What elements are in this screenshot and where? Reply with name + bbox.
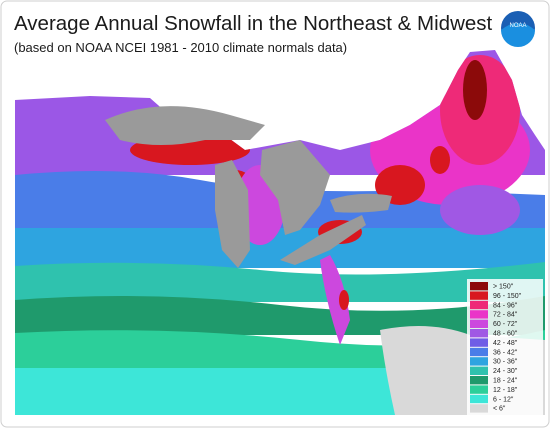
lake-michigan (215, 160, 250, 268)
legend-swatch (470, 291, 488, 300)
lake-superior (105, 106, 265, 145)
legend-swatch (470, 357, 488, 366)
legend-label: 72 - 84" (493, 312, 518, 319)
legend-swatch (470, 319, 488, 328)
legend-swatch (470, 347, 488, 357)
legend-label: 6 - 12" (493, 396, 514, 403)
legend-label: 48 - 60" (493, 331, 518, 338)
legend-swatch (470, 338, 488, 347)
lake-ontario (330, 193, 392, 213)
lake-erie (280, 215, 366, 265)
legend-swatch (470, 310, 488, 319)
legend-label: 18 - 24" (493, 378, 518, 385)
legend-label: 24 - 30" (493, 368, 518, 375)
legend-label: 84 - 96" (493, 302, 518, 309)
legend-label: 30 - 36" (493, 359, 518, 366)
lake-huron (260, 140, 330, 235)
legend-label: 36 - 42" (493, 349, 518, 356)
legend-label: > 150" (493, 284, 514, 291)
legend-swatch (470, 404, 488, 413)
logo: NOAA (501, 11, 535, 47)
legend-swatch (470, 282, 488, 291)
legend-swatch (470, 300, 488, 310)
legend-swatch (470, 385, 488, 394)
legend-label: 12 - 18" (493, 387, 518, 394)
snowfall-map (15, 50, 545, 415)
subtitle: (based on NOAA NCEI 1981 - 2010 climate … (14, 40, 347, 55)
great-lakes (105, 106, 392, 268)
legend-swatch (470, 329, 488, 338)
legend-label: 96 - 150" (493, 293, 522, 300)
title: Average Annual Snowfall in the Northeast… (14, 12, 493, 35)
legend-label: 42 - 48" (493, 340, 518, 347)
legend-swatch (470, 366, 488, 375)
legend: > 150" 96 - 150" 84 - 96" 72 - 84" 60 - 72" 4… (467, 279, 543, 417)
legend-swatch (470, 394, 488, 404)
legend-label: 60 - 72" (493, 321, 518, 328)
logo-text: NOAA (509, 23, 526, 29)
legend-swatch (470, 376, 488, 385)
legend-label: < 6" (493, 406, 506, 413)
